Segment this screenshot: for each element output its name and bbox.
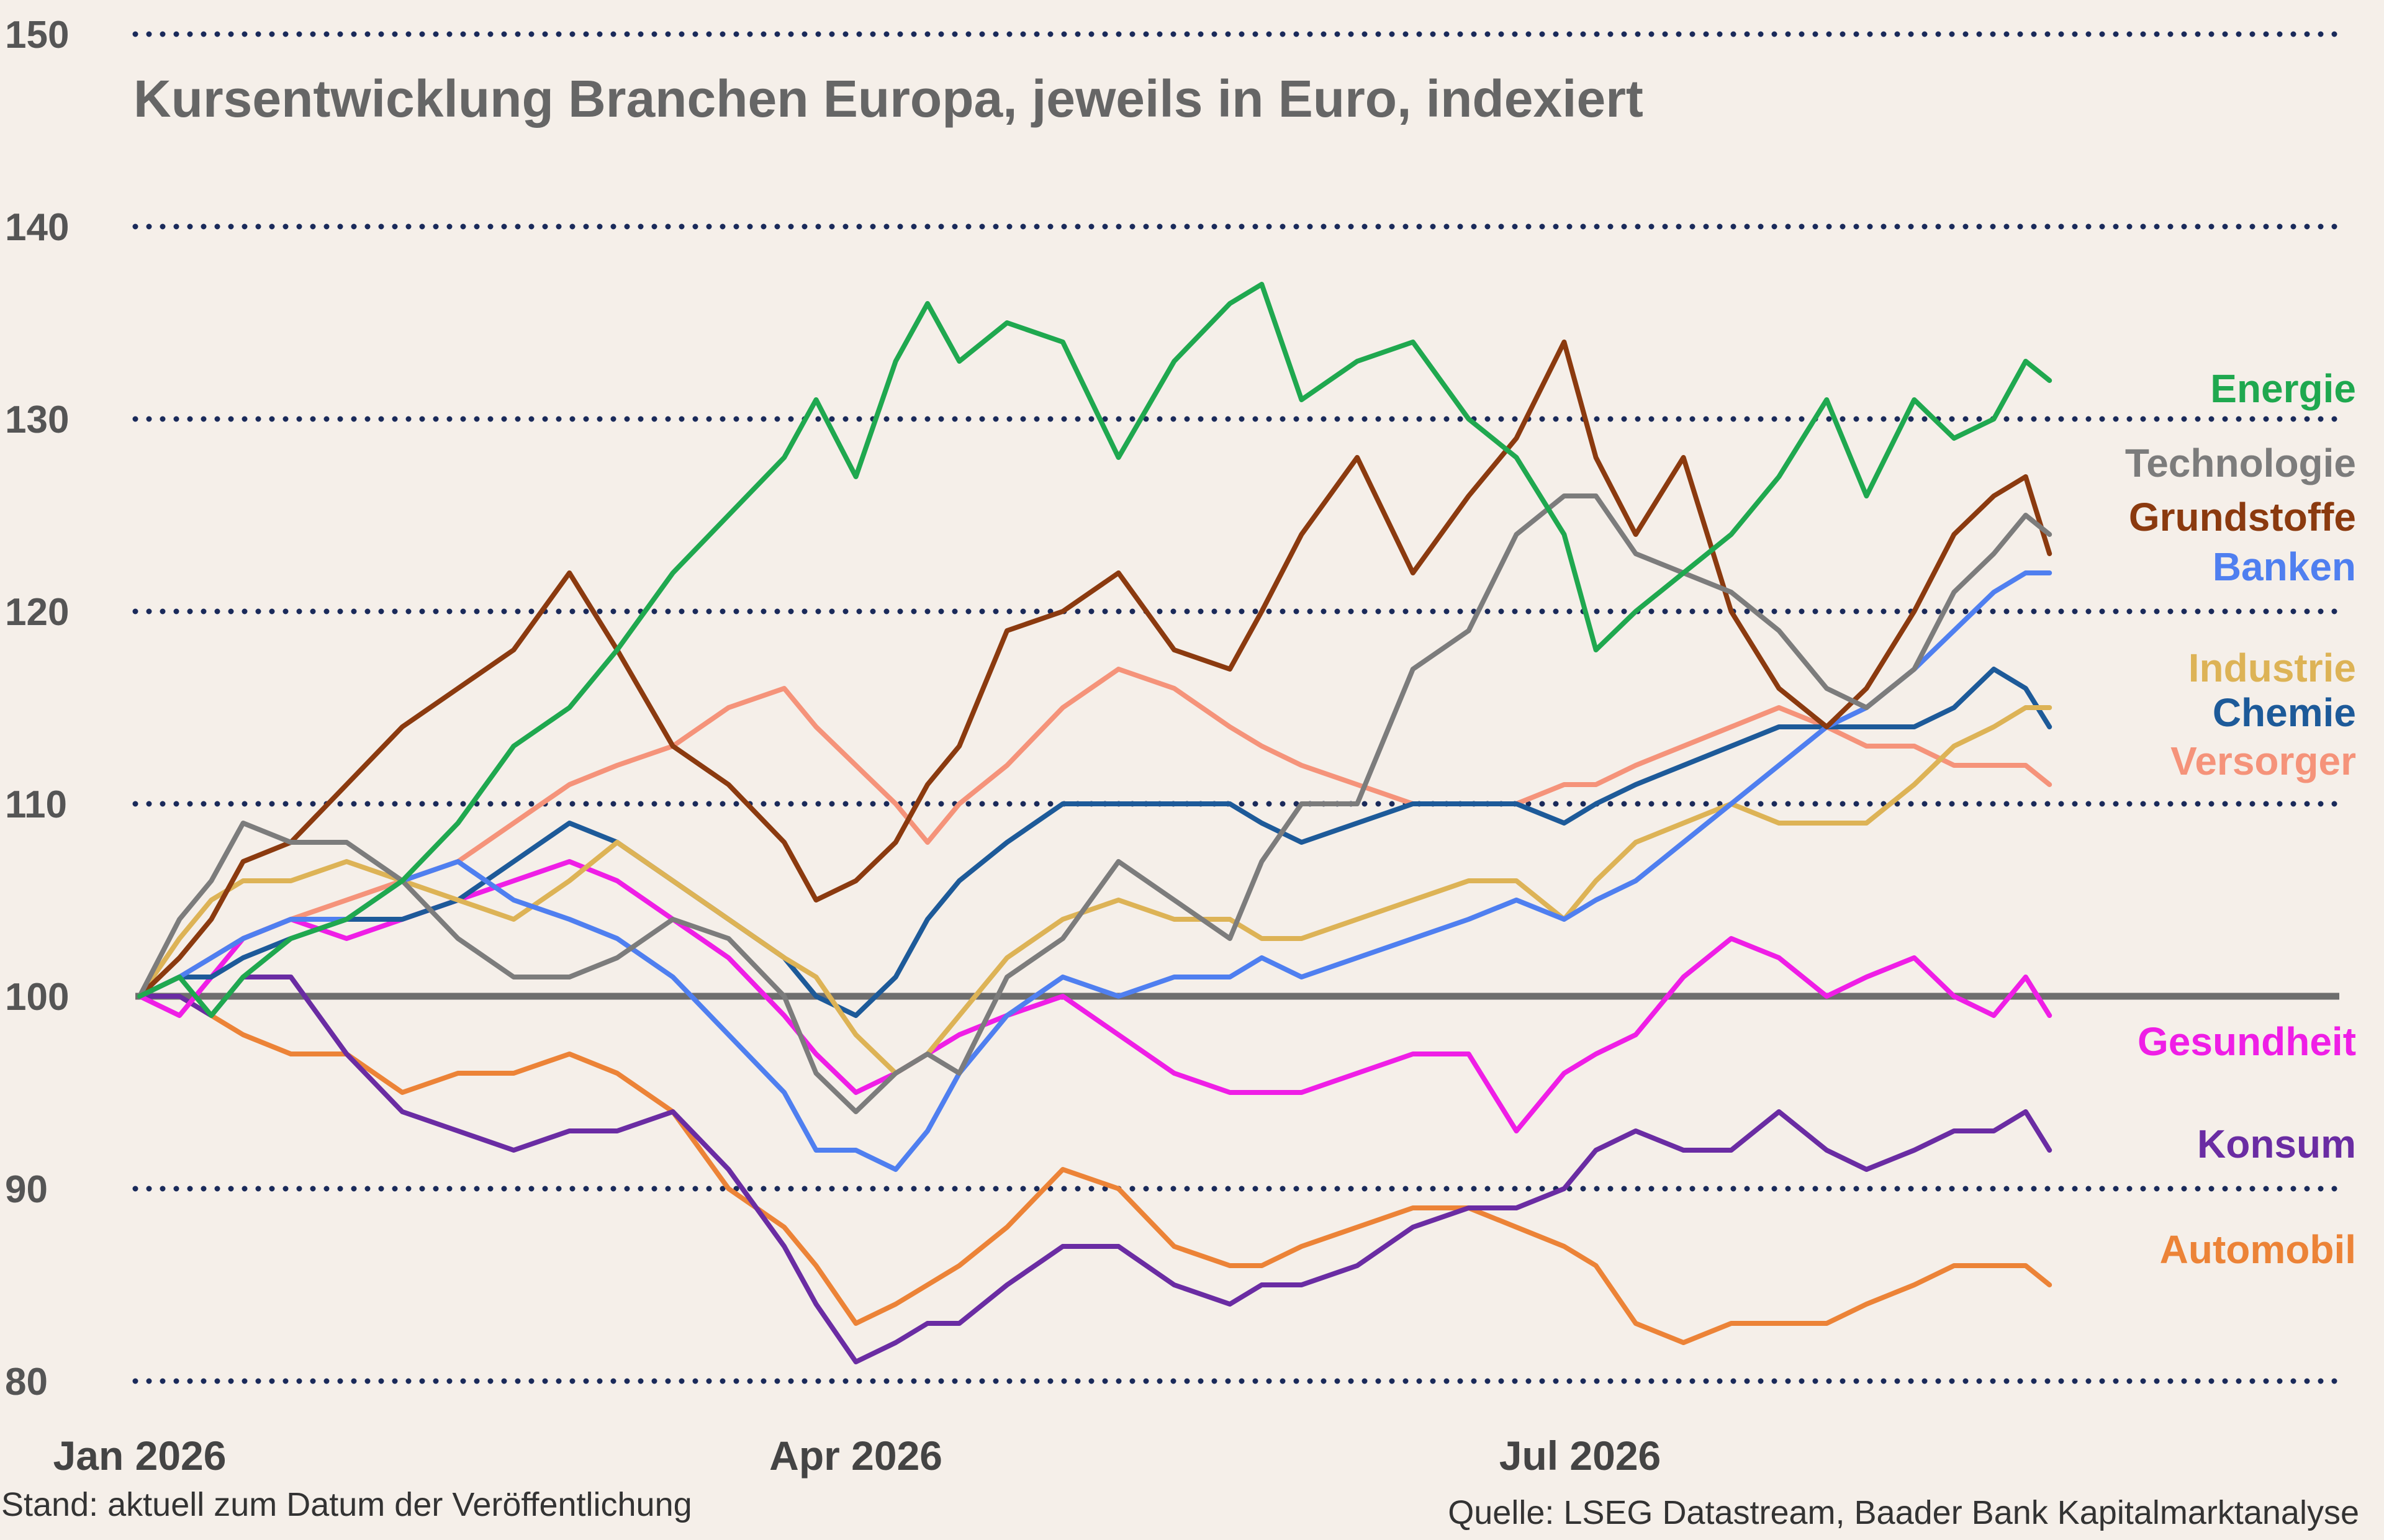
series-label-automobil: Automobil <box>2160 1227 2356 1272</box>
y-tick-80: 80 <box>5 1361 48 1403</box>
series-line-industrie <box>137 705 2052 1076</box>
y-tick-130: 130 <box>5 399 69 441</box>
series-label-versorger: Versorger <box>2170 739 2356 783</box>
chart-title: Kursentwicklung Branchen Europa, jeweils… <box>133 70 1643 128</box>
y-tick-110: 110 <box>5 783 67 826</box>
footer-source-date: Stand: aktuell zum Datum der Veröffentli… <box>1 1486 692 1523</box>
y-tick-90: 90 <box>5 1168 48 1211</box>
series-label-grundstoffe: Grundstoffe <box>2129 495 2356 539</box>
y-tick-140: 140 <box>5 206 69 249</box>
series-line-konsum <box>137 975 2052 1364</box>
series-line-energie <box>137 282 2052 1018</box>
series-label-technologie: Technologie <box>2125 441 2356 485</box>
x-tick-jan-2026: Jan 2026 <box>53 1433 227 1479</box>
series-line-technologie <box>137 493 2052 1114</box>
y-tick-150: 150 <box>5 14 69 56</box>
series-lines <box>137 282 2052 1364</box>
series-label-konsum: Konsum <box>2197 1122 2356 1166</box>
y-tick-120: 120 <box>5 591 69 634</box>
series-label-chemie: Chemie <box>2213 690 2356 735</box>
x-tick-jul-2026: Jul 2026 <box>1499 1433 1661 1479</box>
x-tick-labels: Jan 2026 Apr 2026 Jul 2026 <box>53 1433 1661 1479</box>
y-gridlines <box>132 31 2342 1384</box>
series-label-banken: Banken <box>2213 544 2356 589</box>
series-labels: Energie Technologie Grundstoffe Banken Indus… <box>2125 366 2356 1272</box>
series-label-gesundheit: Gesundheit <box>2138 1019 2356 1064</box>
series-line-automobil <box>137 994 2052 1345</box>
series-line-banken <box>137 570 2052 1172</box>
series-line-grundstoffe <box>137 340 2052 999</box>
x-tick-apr-2026: Apr 2026 <box>769 1433 942 1479</box>
series-label-industrie: Industrie <box>2188 646 2356 690</box>
footer-source-credit: Quelle: LSEG Datastream, Baader Bank Kap… <box>1448 1494 2359 1531</box>
y-tick-100: 100 <box>5 976 69 1019</box>
y-tick-labels: 80 90 100 110 120 130 140 150 <box>5 14 69 1403</box>
series-label-energie: Energie <box>2210 366 2356 411</box>
